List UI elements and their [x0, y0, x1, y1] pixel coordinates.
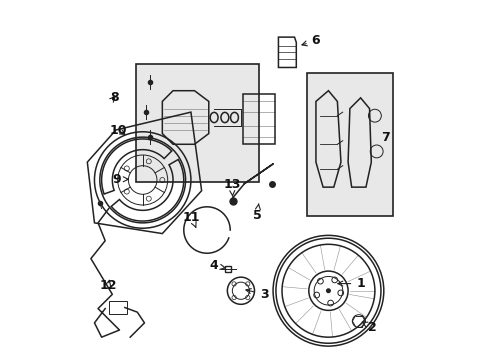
Text: 11: 11 [183, 211, 200, 227]
Text: 7: 7 [381, 131, 389, 144]
Text: 1: 1 [337, 277, 364, 290]
Text: 8: 8 [109, 91, 118, 104]
Text: 12: 12 [99, 279, 117, 292]
FancyBboxPatch shape [306, 73, 392, 216]
Text: 2: 2 [362, 321, 376, 334]
Circle shape [326, 289, 329, 293]
Text: 13: 13 [223, 178, 240, 197]
Text: 4: 4 [209, 259, 225, 272]
Text: 9: 9 [112, 173, 128, 186]
Text: 5: 5 [252, 204, 261, 222]
Text: 3: 3 [245, 288, 268, 301]
Text: 10: 10 [110, 124, 127, 137]
Text: 6: 6 [301, 34, 320, 47]
FancyBboxPatch shape [135, 64, 258, 182]
